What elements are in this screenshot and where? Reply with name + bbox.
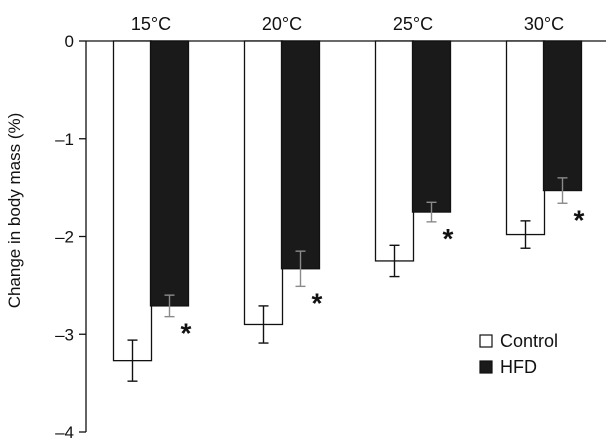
bar-control-3: [374, 40, 415, 262]
error-bars-group: [127, 177, 568, 382]
category-labels: 15°C 20°C 25°C 30°C: [131, 14, 564, 34]
bar-hfd-3: [411, 40, 452, 213]
bar-hfd-2: [280, 40, 321, 270]
y-tick-label: –1: [55, 130, 74, 149]
legend-swatch-control: [479, 334, 493, 348]
category-label: 30°C: [524, 14, 564, 34]
bars-group: [112, 40, 583, 362]
legend-label-control: Control: [500, 331, 558, 351]
significance-asterisk: *: [574, 204, 585, 235]
significance-markers: * * * *: [181, 204, 585, 348]
bar-hfd-1: [149, 40, 190, 307]
category-label: 15°C: [131, 14, 171, 34]
y-axis-title: Change in body mass (%): [5, 113, 24, 309]
y-axis-label-group: Change in body mass (%): [5, 113, 24, 309]
legend-swatch-hfd: [479, 360, 493, 374]
y-tick-label: –2: [55, 228, 74, 247]
y-tick-label: –4: [55, 423, 74, 440]
significance-asterisk: *: [312, 287, 323, 318]
y-tick-label: –3: [55, 325, 74, 344]
bar-control-1: [112, 40, 153, 362]
significance-asterisk: *: [181, 318, 192, 349]
bar-control-2: [243, 40, 284, 326]
y-axis: 0 –1 –2 –3 –4: [55, 32, 87, 440]
category-label: 20°C: [262, 14, 302, 34]
legend-label-hfd: HFD: [500, 357, 537, 377]
significance-asterisk: *: [443, 223, 454, 254]
bar-control-4: [505, 40, 546, 236]
y-tick-label: 0: [65, 32, 74, 51]
category-label: 25°C: [393, 14, 433, 34]
legend: Control HFD: [479, 331, 558, 377]
bar-hfd-4: [542, 40, 583, 192]
